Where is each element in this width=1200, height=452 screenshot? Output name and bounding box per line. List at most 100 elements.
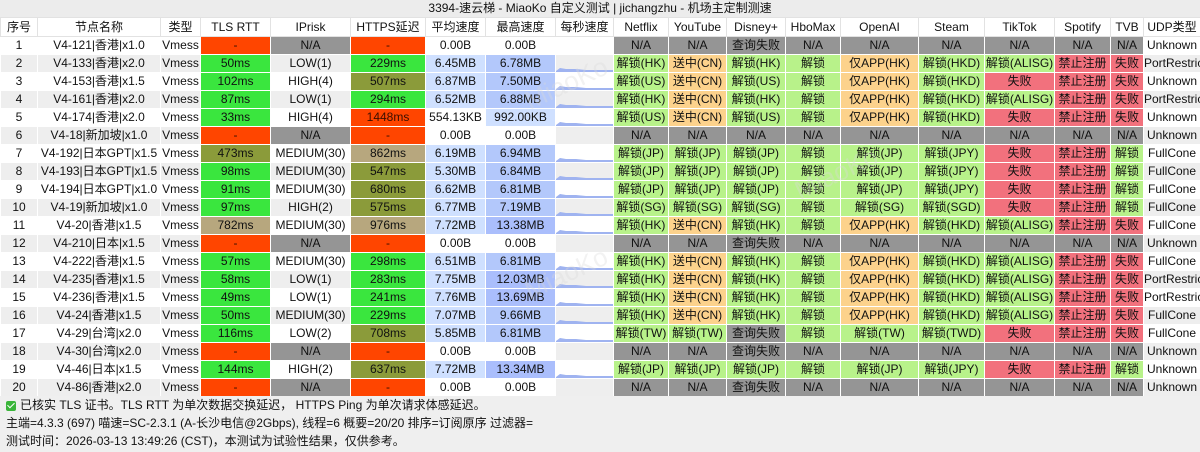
table-cell: 0.00B <box>425 126 486 145</box>
table-cell: Vmess <box>160 270 201 289</box>
table-cell: 6.81MB <box>485 252 556 271</box>
sparkline-area <box>556 302 613 306</box>
column-header: 类型 <box>160 17 201 37</box>
table-cell: 0.00B <box>425 342 486 361</box>
table-cell: 6.19MB <box>425 144 486 163</box>
table-cell: Unknown <box>1143 342 1200 361</box>
table-cell: 仅APP(HK) <box>840 90 919 109</box>
table-cell: Vmess <box>160 144 201 163</box>
table-cell: N/A <box>1054 234 1111 253</box>
table-cell: - <box>200 342 271 361</box>
table-cell: Vmess <box>160 378 201 397</box>
table-cell: 失败 <box>1110 90 1144 109</box>
table-cell: Vmess <box>160 180 201 199</box>
table-cell: 解锁(SG) <box>726 198 786 217</box>
speed-sparkline <box>555 342 614 361</box>
table-cell: 7.07MB <box>425 306 486 325</box>
table-row: 8 V4-193|日本GPT|x1.5 Vmess 98ms MEDIUM(30) 547… <box>0 162 1200 181</box>
table-cell: N/A <box>918 126 985 145</box>
table-cell: 0.00B <box>485 378 556 397</box>
column-header: Disney+ <box>726 17 786 37</box>
table-cell: N/A <box>668 234 727 253</box>
table-cell: 失败 <box>984 324 1055 343</box>
table-cell: 解锁(HK) <box>726 252 786 271</box>
table-cell: 解锁(TW) <box>668 324 727 343</box>
speed-sparkline <box>555 306 614 325</box>
table-cell: N/A <box>270 234 351 253</box>
table-cell: 解锁 <box>785 324 841 343</box>
table-cell: 仅APP(HK) <box>840 108 919 127</box>
table-cell: - <box>200 378 271 397</box>
table-cell: 5.30MB <box>425 162 486 181</box>
table-cell: Unknown <box>1143 360 1200 379</box>
table-row: 10 V4-19|新加坡|x1.0 Vmess 97ms HIGH(2) 575ms 6.7… <box>0 198 1200 217</box>
report-title: 3394-速云梯 - MiaoKo 自定义测试 | jichangzhu - 机… <box>0 0 1200 17</box>
table-cell: 仅APP(HK) <box>840 306 919 325</box>
table-cell: 查询失败 <box>726 36 786 55</box>
sparkline-area <box>556 266 613 270</box>
table-cell: 解锁(US) <box>726 72 786 91</box>
table-cell: 0.00B <box>425 378 486 397</box>
table-cell: 294ms <box>350 90 426 109</box>
table-cell: 49ms <box>200 288 271 307</box>
table-cell: 6.78MB <box>485 54 556 73</box>
table-cell: N/A <box>840 378 919 397</box>
table-cell: 解锁(HK) <box>613 216 669 235</box>
table-cell: N/A <box>613 234 669 253</box>
table-cell: V4-121|香港|x1.0 <box>37 36 161 55</box>
table-cell: 58ms <box>200 270 271 289</box>
table-cell: 解锁(JP) <box>840 360 919 379</box>
table-cell: N/A <box>1110 126 1144 145</box>
table-cell: 禁止注册 <box>1054 180 1111 199</box>
table-cell: 708ms <box>350 324 426 343</box>
table-cell: V4-210|日本|x1.5 <box>37 234 161 253</box>
table-cell: 失败 <box>1110 72 1144 91</box>
table-cell: N/A <box>1110 342 1144 361</box>
table-cell: 禁止注册 <box>1054 324 1111 343</box>
table-cell: 解锁(TWD) <box>918 324 985 343</box>
table-cell: 17 <box>0 324 38 343</box>
table-cell: 0.00B <box>425 234 486 253</box>
sparkline-area <box>556 374 613 378</box>
table-cell: V4-30|台湾|x2.0 <box>37 342 161 361</box>
table-cell: 解锁(ALISG) <box>984 252 1055 271</box>
speed-sparkline <box>555 378 614 397</box>
table-cell: 976ms <box>350 216 426 235</box>
table-cell: 解锁(SG) <box>668 198 727 217</box>
table-cell: 解锁(HK) <box>726 270 786 289</box>
table-cell: 13.34MB <box>485 360 556 379</box>
table-row: 4 V4-161|香港|x2.0 Vmess 87ms LOW(1) 294ms 6.52M… <box>0 90 1200 109</box>
footer-line-time: 测试时间：2026-03-13 13:49:26 (CST)，本测试为试验性结果… <box>6 434 405 448</box>
table-cell: 解锁(HK) <box>613 306 669 325</box>
table-cell: V4-192|日本GPT|x1.5 <box>37 144 161 163</box>
table-cell: Vmess <box>160 306 201 325</box>
table-cell: 6.81MB <box>485 180 556 199</box>
table-cell: - <box>350 126 426 145</box>
table-cell: 7.76MB <box>425 288 486 307</box>
table-cell: N/A <box>613 36 669 55</box>
table-cell: 解锁(ALISG) <box>984 90 1055 109</box>
table-cell: 解锁(HKD) <box>918 306 985 325</box>
table-cell: 解锁(ALISG) <box>984 216 1055 235</box>
table-cell: HIGH(4) <box>270 108 351 127</box>
table-cell: V4-153|香港|x1.5 <box>37 72 161 91</box>
table-cell: FullCone <box>1143 306 1200 325</box>
table-cell: Vmess <box>160 108 201 127</box>
table-cell: 解锁(JP) <box>613 162 669 181</box>
table-cell: 50ms <box>200 306 271 325</box>
table-cell: - <box>350 378 426 397</box>
table-cell: 102ms <box>200 72 271 91</box>
table-cell: 查询失败 <box>726 378 786 397</box>
table-cell: 解锁(ALISG) <box>984 288 1055 307</box>
table-cell: 失败 <box>1110 288 1144 307</box>
table-cell: 解锁 <box>785 360 841 379</box>
table-row: 3 V4-153|香港|x1.5 Vmess 102ms HIGH(4) 507ms 6.8… <box>0 72 1200 91</box>
table-cell: 解锁 <box>785 162 841 181</box>
table-cell: 解锁(JP) <box>840 180 919 199</box>
table-cell: - <box>350 342 426 361</box>
table-cell: N/A <box>840 342 919 361</box>
table-cell: 20 <box>0 378 38 397</box>
table-cell: V4-19|新加坡|x1.0 <box>37 198 161 217</box>
table-row: 12 V4-210|日本|x1.5 Vmess - N/A -0.00B 0.00B N/A N… <box>0 234 1200 253</box>
speed-sparkline <box>555 360 614 379</box>
